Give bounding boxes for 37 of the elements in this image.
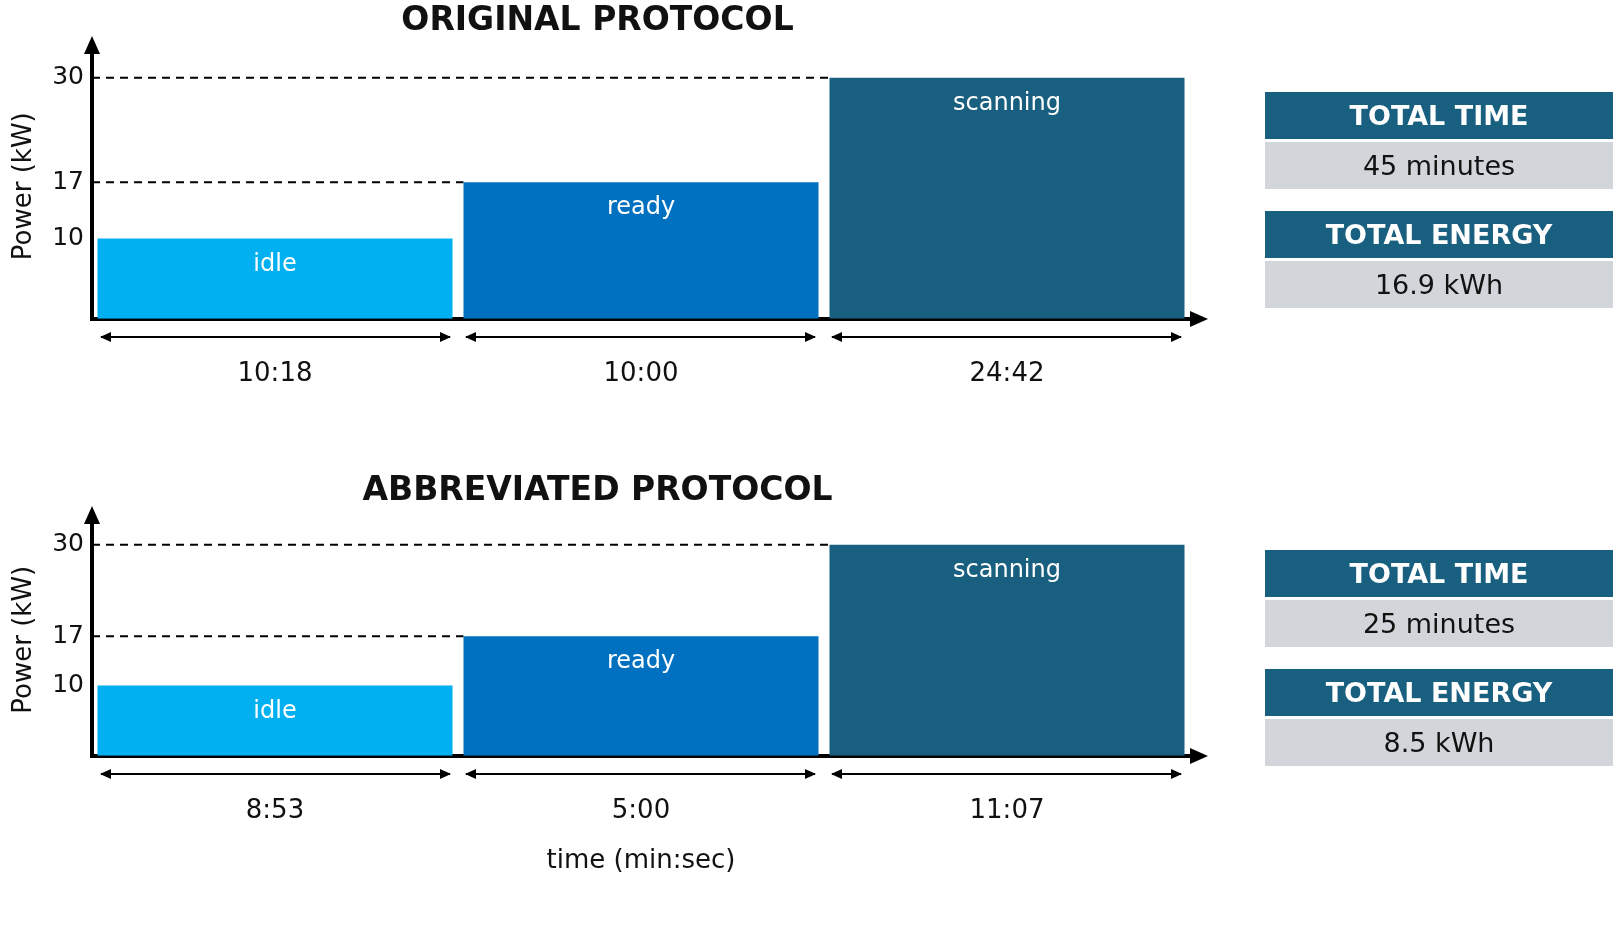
chart-title: ABBREVIATED PROTOCOL <box>362 469 833 509</box>
bar <box>97 685 453 756</box>
annotation: ready <box>606 192 676 221</box>
bar <box>463 182 819 319</box>
bar <box>97 238 453 319</box>
y-axis-title: Power (kW) <box>7 565 38 714</box>
y-tick-label: 10 <box>52 668 85 698</box>
x-tick-label: 10:18 <box>237 357 313 388</box>
annotation: idle <box>253 695 297 724</box>
x-tick-label: 11:07 <box>969 794 1045 825</box>
x-tick-label: 10:00 <box>603 357 679 388</box>
bar <box>463 636 819 756</box>
annotation: scanning <box>953 87 1061 116</box>
annotation: idle <box>253 248 297 277</box>
x-axis-title: time (min:sec) <box>546 843 736 874</box>
text: 16.9 kWh <box>1265 261 1613 308</box>
text: 25 minutes <box>1265 600 1613 647</box>
text: TOTAL ENERGY <box>1265 669 1613 716</box>
y-tick-label: 30 <box>52 61 85 91</box>
y-tick-label: 30 <box>52 528 85 558</box>
y-tick-label: 17 <box>52 165 85 195</box>
text: TOTAL ENERGY <box>1265 211 1613 258</box>
bar <box>829 544 1185 756</box>
y-tick-label: 10 <box>52 221 85 251</box>
text: TOTAL TIME <box>1265 92 1613 139</box>
annotation: ready <box>606 646 676 675</box>
text: 45 minutes <box>1265 142 1613 189</box>
x-tick-label: 8:53 <box>245 794 305 825</box>
x-tick-label: 5:00 <box>611 794 671 825</box>
y-axis-title: Power (kW) <box>7 112 38 261</box>
y-tick-label: 17 <box>52 619 85 649</box>
text: 8.5 kWh <box>1265 719 1613 766</box>
annotation: scanning <box>953 554 1061 583</box>
bar <box>829 77 1185 319</box>
x-tick-label: 24:42 <box>969 357 1045 388</box>
text: TOTAL TIME <box>1265 550 1613 597</box>
chart-title: ORIGINAL PROTOCOL <box>401 0 794 39</box>
